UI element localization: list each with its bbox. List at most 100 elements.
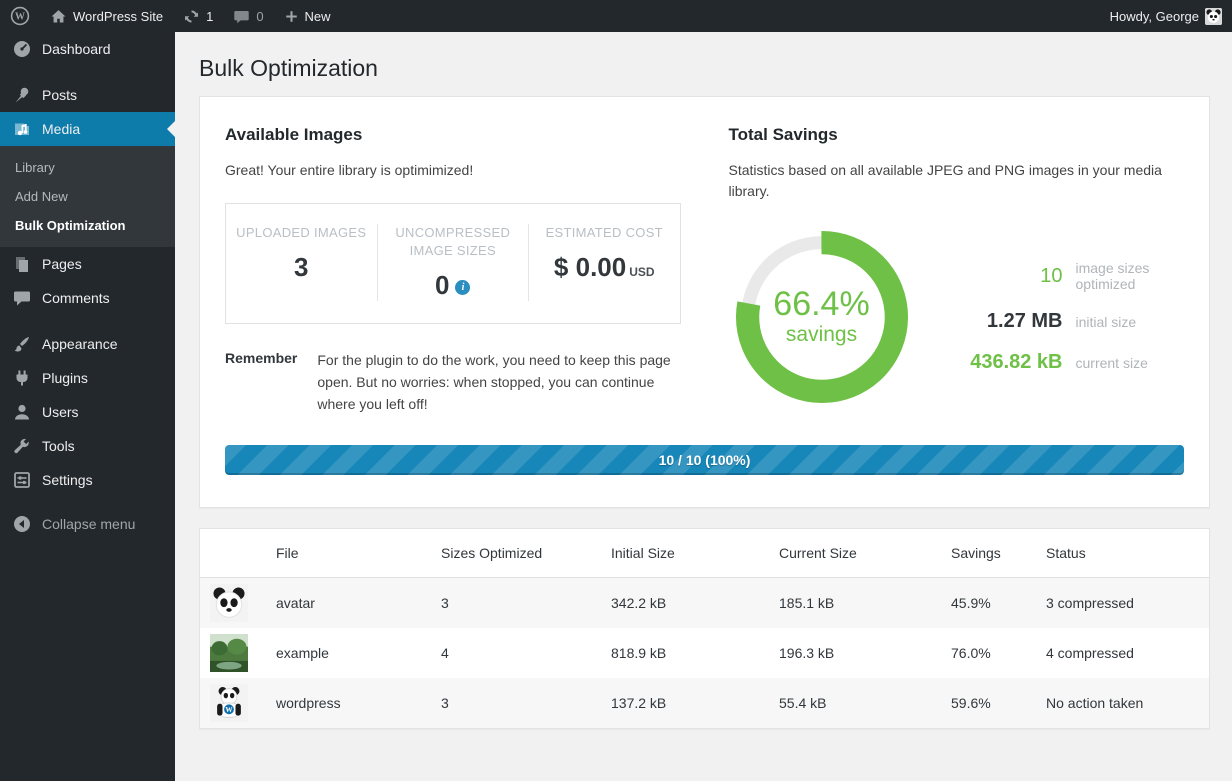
sidebar-item-dashboard[interactable]: Dashboard [0, 32, 175, 66]
media-icon [12, 119, 32, 139]
table-row: example 4 818.9 kB 196.3 kB 76.0% 4 comp… [200, 628, 1209, 678]
uploaded-images-stat: UPLOADED IMAGES 3 [226, 224, 377, 301]
comments-icon [12, 288, 32, 308]
sizes-optimized-value: 10 [945, 265, 1063, 288]
sidebar-item-comments[interactable]: Comments [0, 281, 175, 315]
my-account-menu[interactable]: Howdy, George [1100, 0, 1232, 32]
dashboard-icon [12, 39, 32, 59]
file-name-cell: example [266, 628, 431, 678]
savings-donut-chart: 66.4% savings [729, 224, 915, 410]
admin-menu: Dashboard Posts Media Library Add New Bu… [0, 32, 175, 781]
page-title: Bulk Optimization [199, 46, 1210, 92]
status-cell: 3 compressed [1036, 578, 1209, 629]
sidebar-item-appearance[interactable]: Appearance [0, 327, 175, 361]
column-header-file: File [266, 529, 431, 578]
menu-separator [0, 66, 175, 78]
sidebar-item-label: Comments [42, 290, 110, 306]
column-header-sizes-optimized: Sizes Optimized [431, 529, 601, 578]
collapse-menu-button[interactable]: Collapse menu [0, 507, 175, 541]
initial-size-value: 1.27 MB [945, 310, 1063, 333]
initial-size-label: initial size [1076, 314, 1171, 330]
sidebar-item-users[interactable]: Users [0, 395, 175, 429]
stat-value: 3 [234, 252, 369, 283]
sidebar-item-label: Dashboard [42, 41, 111, 57]
total-savings-description: Statistics based on all available JPEG a… [729, 160, 1185, 202]
total-savings-section: Total Savings Statistics based on all av… [729, 125, 1185, 415]
sidebar-item-tools[interactable]: Tools [0, 429, 175, 463]
collapse-arrow-icon [12, 514, 32, 534]
comment-count: 0 [256, 9, 263, 24]
savings-percent: 66.4% [773, 287, 869, 323]
status-cell: No action taken [1036, 678, 1209, 728]
status-cell: 4 compressed [1036, 628, 1209, 678]
sizes-optimized-cell: 3 [431, 578, 601, 629]
sidebar-item-library[interactable]: Library [0, 153, 175, 182]
column-header-savings: Savings [941, 529, 1036, 578]
stat-label: ESTIMATED COST [537, 224, 672, 242]
image-stats-box: UPLOADED IMAGES 3 UNCOMPRESSED IMAGE SIZ… [225, 203, 681, 324]
file-name-cell: wordpress [266, 678, 431, 728]
plus-icon [284, 9, 299, 24]
svg-text:W: W [225, 706, 233, 714]
total-savings-title: Total Savings [729, 125, 1185, 145]
available-images-title: Available Images [225, 125, 681, 145]
wordpress-panda-thumbnail: W [210, 684, 248, 722]
table-row: avatar 3 342.2 kB 185.1 kB 45.9% 3 compr… [200, 578, 1209, 629]
stat-value: $ 0.00USD [537, 252, 672, 283]
brush-icon [12, 334, 32, 354]
info-icon[interactable]: i [455, 280, 470, 295]
update-icon [183, 8, 200, 25]
comments-badge[interactable]: 0 [223, 0, 273, 32]
results-table-panel: File Sizes Optimized Initial Size Curren… [199, 528, 1210, 729]
updates-badge[interactable]: 1 [173, 0, 223, 32]
initial-size-cell: 137.2 kB [601, 678, 769, 728]
admin-bar: W WordPress Site 1 0 New Howdy, George [0, 0, 1232, 32]
column-header-status: Status [1036, 529, 1209, 578]
thumb-column-header [200, 529, 266, 578]
sidebar-item-settings[interactable]: Settings [0, 463, 175, 497]
initial-size-cell: 818.9 kB [601, 628, 769, 678]
savings-caption: savings [786, 323, 857, 347]
bulk-progress-bar: 10 / 10 (100%) [225, 445, 1184, 475]
sidebar-item-bulk-optimization[interactable]: Bulk Optimization [0, 211, 175, 240]
sidebar-item-add-new[interactable]: Add New [0, 182, 175, 211]
new-label: New [305, 9, 331, 24]
sidebar-item-plugins[interactable]: Plugins [0, 361, 175, 395]
sidebar-item-label: Appearance [42, 336, 118, 352]
site-link[interactable]: WordPress Site [40, 0, 173, 32]
current-size-cell: 196.3 kB [769, 628, 941, 678]
landscape-thumbnail [210, 634, 248, 672]
current-size-cell: 185.1 kB [769, 578, 941, 629]
sidebar-item-posts[interactable]: Posts [0, 78, 175, 112]
stat-value: 0i [386, 270, 521, 301]
estimated-cost-stat: ESTIMATED COST $ 0.00USD [528, 224, 680, 301]
remember-text: For the plugin to do the work, you need … [317, 350, 672, 415]
plugin-icon [12, 368, 32, 388]
sizes-optimized-label: image sizes optimized [1076, 260, 1171, 292]
howdy-text: Howdy, George [1110, 9, 1199, 24]
table-row: W wordpress 3 137.2 kB 55.4 kB 59.6% No … [200, 678, 1209, 728]
sidebar-item-label: Users [42, 404, 79, 420]
site-name: WordPress Site [73, 9, 163, 24]
new-button[interactable]: New [274, 0, 341, 32]
progress-label: 10 / 10 (100%) [225, 445, 1184, 475]
remember-label: Remember [225, 350, 297, 415]
menu-separator [0, 315, 175, 327]
current-size-cell: 55.4 kB [769, 678, 941, 728]
currency-unit: USD [629, 265, 654, 279]
collapse-menu-label: Collapse menu [42, 516, 135, 532]
wrench-icon [12, 436, 32, 456]
savings-cell: 59.6% [941, 678, 1036, 728]
wordpress-logo-menu[interactable]: W [0, 0, 40, 32]
sidebar-item-media[interactable]: Media [0, 112, 175, 146]
column-header-initial-size: Initial Size [601, 529, 769, 578]
savings-stats: 10 image sizes optimized 1.27 MB initial… [945, 260, 1171, 374]
library-optimized-message: Great! Your entire library is optimimize… [225, 160, 681, 181]
sizes-optimized-cell: 4 [431, 628, 601, 678]
sizes-optimized-cell: 3 [431, 678, 601, 728]
current-size-value: 436.82 kB [945, 351, 1063, 374]
bulk-optimization-panel: Available Images Great! Your entire libr… [199, 96, 1210, 508]
stat-label: UPLOADED IMAGES [234, 224, 369, 242]
column-header-current-size: Current Size [769, 529, 941, 578]
sidebar-item-pages[interactable]: Pages [0, 247, 175, 281]
